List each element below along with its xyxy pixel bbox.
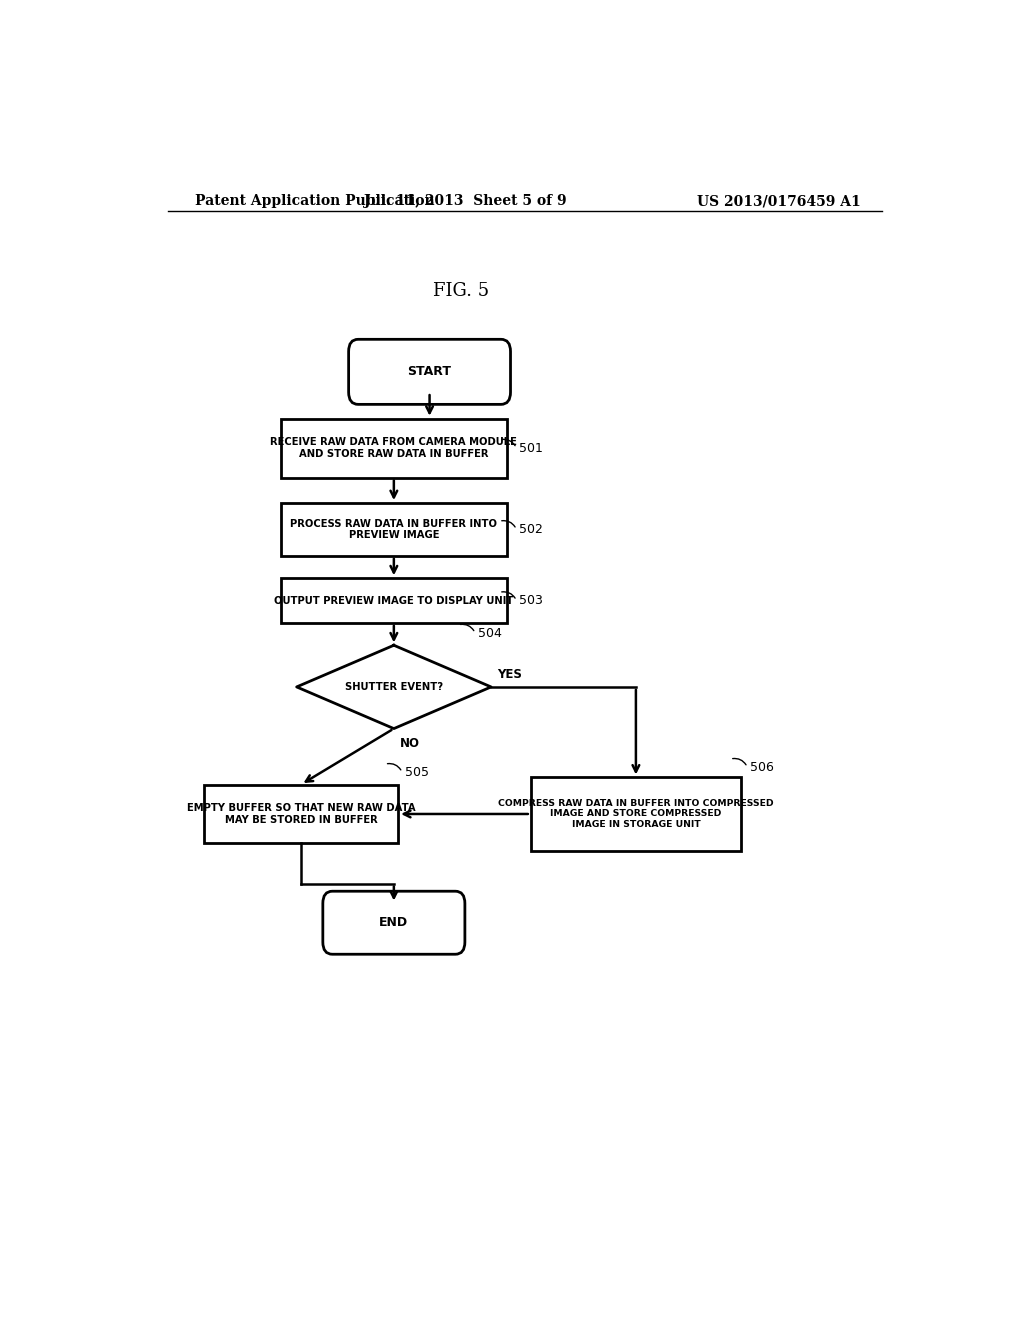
Text: END: END [379,916,409,929]
Text: FIG. 5: FIG. 5 [433,281,489,300]
Bar [281,503,507,556]
Text: 503: 503 [519,594,543,607]
Text: PROCESS RAW DATA IN BUFFER INTO
PREVIEW IMAGE: PROCESS RAW DATA IN BUFFER INTO PREVIEW … [291,519,498,540]
Text: Patent Application Publication: Patent Application Publication [196,194,435,209]
FancyBboxPatch shape [323,891,465,954]
Text: US 2013/0176459 A1: US 2013/0176459 A1 [697,194,860,209]
Text: 506: 506 [750,760,774,774]
Text: SHUTTER EVENT?: SHUTTER EVENT? [345,682,443,692]
Text: RECEIVE RAW DATA FROM CAMERA MODULE
AND STORE RAW DATA IN BUFFER: RECEIVE RAW DATA FROM CAMERA MODULE AND … [270,437,517,459]
Text: OUTPUT PREVIEW IMAGE TO DISPLAY UNIT: OUTPUT PREVIEW IMAGE TO DISPLAY UNIT [274,595,514,606]
Text: START: START [408,366,452,379]
Text: EMPTY BUFFER SO THAT NEW RAW DATA
MAY BE STORED IN BUFFER: EMPTY BUFFER SO THAT NEW RAW DATA MAY BE… [186,803,416,825]
Bar [281,418,507,478]
Bar [204,784,398,843]
Text: 505: 505 [404,766,429,779]
Text: Jul. 11, 2013  Sheet 5 of 9: Jul. 11, 2013 Sheet 5 of 9 [364,194,566,209]
FancyBboxPatch shape [348,339,511,404]
Text: NO: NO [400,737,420,750]
Text: 504: 504 [477,627,502,640]
Text: 501: 501 [519,442,543,454]
Text: YES: YES [498,668,522,681]
Bar [530,777,741,850]
Polygon shape [297,645,492,729]
Text: COMPRESS RAW DATA IN BUFFER INTO COMPRESSED
IMAGE AND STORE COMPRESSED
IMAGE IN : COMPRESS RAW DATA IN BUFFER INTO COMPRES… [498,799,774,829]
Bar [281,578,507,623]
Text: 502: 502 [519,523,543,536]
